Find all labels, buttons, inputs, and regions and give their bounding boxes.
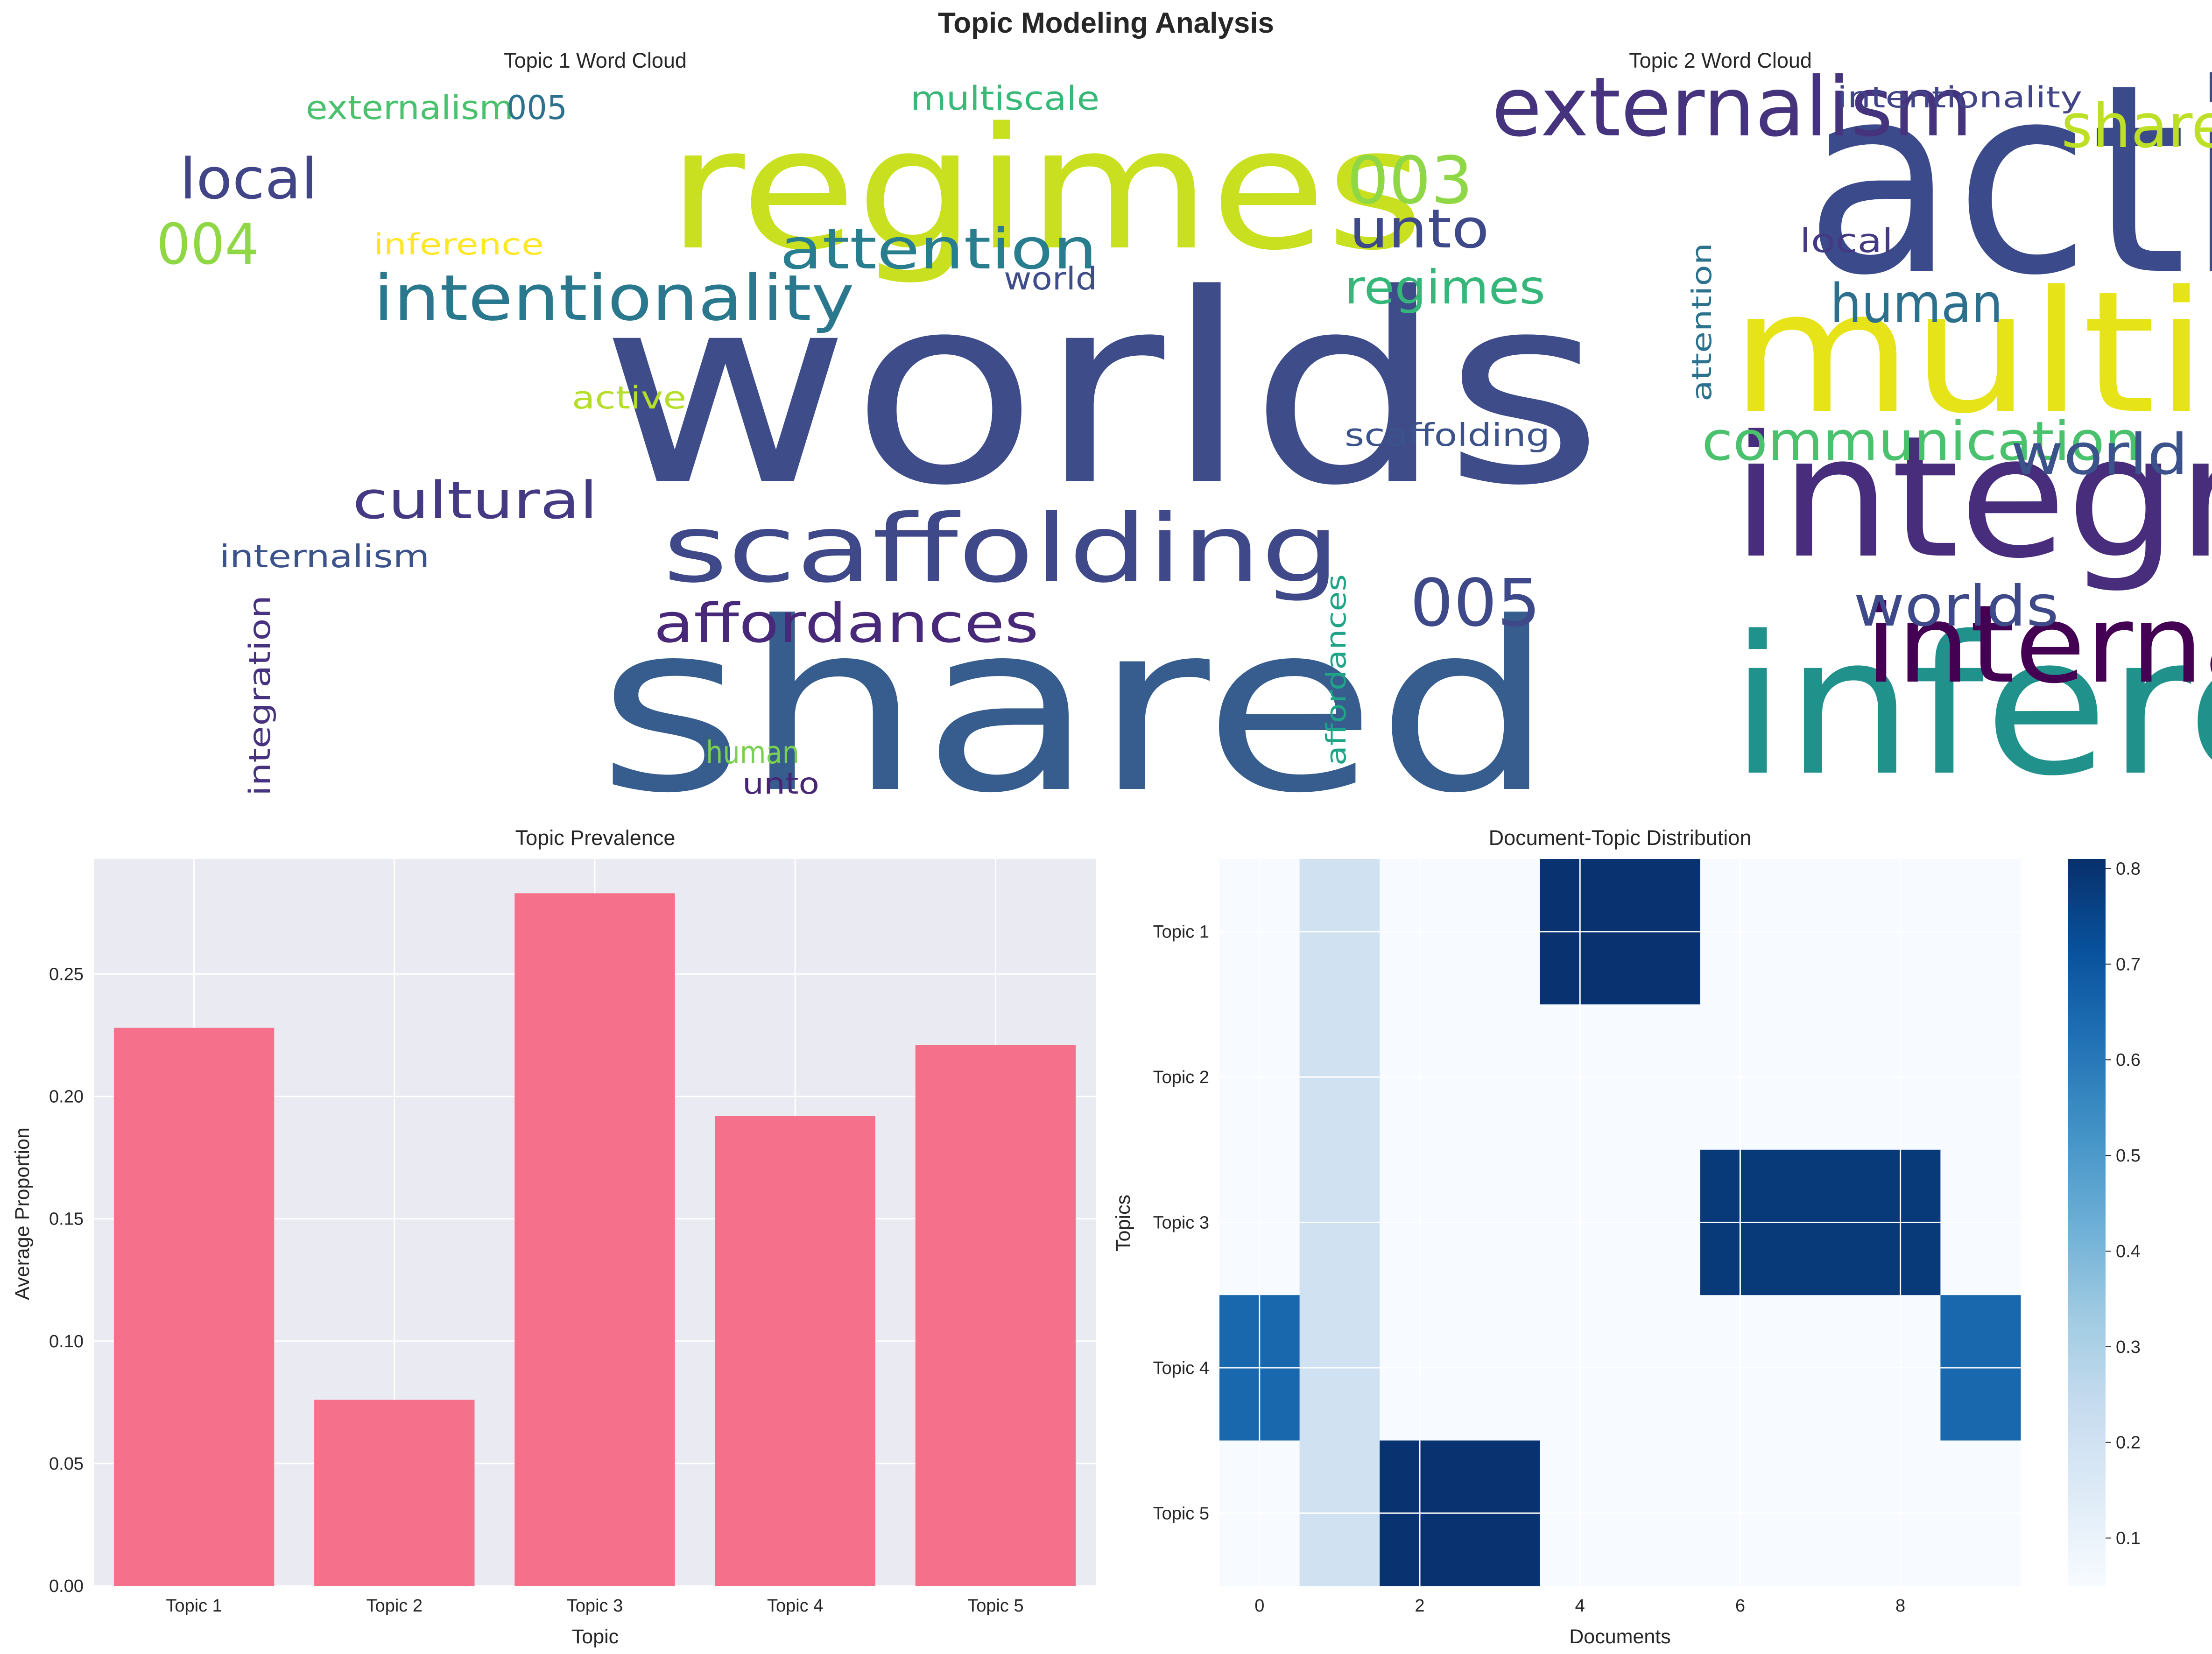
cloud-word-human: human [1830, 273, 2003, 335]
figure-title: Topic Modeling Analysis [938, 7, 1274, 39]
cloud-word-integration: integration [243, 595, 277, 796]
colorbar-tick-label: 0.2 [2116, 1433, 2141, 1453]
cloud-word-world: world [1004, 260, 1097, 297]
wordcloud-topic-1: Topic 1 Word Cloud worlds shared regimes sc… [156, 49, 1604, 844]
wordcloud-topic-2: Topic 2 Word Cloud activemultiscaleinteg… [1320, 28, 2212, 818]
cloud-word-active: active [1804, 28, 2212, 333]
heatmap-ytick-label: Topic 4 [1153, 1358, 1209, 1378]
bar-xtick-label: Topic 4 [767, 1596, 823, 1616]
heatmap-xtick-label: 6 [1735, 1596, 1745, 1616]
cloud-word-local: local [180, 147, 317, 212]
bar-topic-2 [314, 1400, 475, 1586]
cloud-word-scaffolding: scaffolding [1345, 417, 1550, 453]
cloud-word-cultural: cultural [352, 471, 598, 530]
bar-xtick-label: Topic 2 [366, 1596, 423, 1616]
cloud-word-shared: shared [598, 572, 1555, 844]
heatmap-document-topic: Document-Topic Distribution Topic 1 Topic… [1112, 826, 2141, 1648]
cloud-word-shared: shared [2061, 91, 2212, 162]
colorbar [2068, 859, 2106, 1586]
cloud-word-affordances: affordances [1320, 574, 1352, 766]
wordcloud-1-title: Topic 1 Word Cloud [504, 49, 687, 72]
cloud-word-affordances: affordances [654, 592, 1039, 655]
bar-xtick-label: Topic 1 [166, 1596, 222, 1616]
cloud-word-attention: attention [1686, 243, 1718, 401]
cloud-word-integration: integration [1732, 400, 2212, 595]
cloud-word-multiscale: multiscale [910, 79, 1099, 118]
cloud-word-attention: attention [780, 217, 1097, 282]
bar-ytick-label: 0.05 [49, 1454, 84, 1474]
heatmap-ytick-label: Topic 2 [1153, 1068, 1209, 1087]
cloud-word-internalism: internalism [1865, 583, 2212, 707]
bar-ytick-label: 0.10 [49, 1332, 84, 1351]
bar-topic-3 [514, 893, 675, 1586]
bar-chart-title: Topic Prevalence [515, 826, 676, 850]
cloud-word-inference: inference [373, 227, 544, 261]
heatmap-title: Document-Topic Distribution [1489, 826, 1752, 850]
cloud-word-local: local [1800, 222, 1893, 260]
cloud-word-worlds: worlds [600, 239, 1604, 543]
cloud-word-worlds: worlds [1853, 574, 2059, 639]
cloud-word-unto: unto [1349, 198, 1489, 260]
colorbar-tick-label: 0.8 [2116, 859, 2141, 879]
heatmap-ylabel: Topics [1112, 1195, 1134, 1252]
cloud-word-regimes: regimes [668, 91, 1424, 287]
cloud-word-externalism: externalism [306, 89, 514, 127]
cloud-word-multiscale: multiscale [1731, 255, 2212, 450]
heatmap-xlabel: Documents [1569, 1626, 1670, 1648]
colorbar-tick-label: 0.5 [2116, 1146, 2141, 1166]
bar-ytick-label: 0.15 [49, 1210, 84, 1229]
heatmap-xtick-label: 2 [1415, 1596, 1424, 1616]
colorbar-tick-label: 0.1 [2116, 1529, 2141, 1548]
bar-xtick-label: Topic 3 [567, 1596, 623, 1616]
cloud-word-005: 005 [1410, 565, 1541, 641]
cloud-word-scaffolding: scaffolding [663, 495, 1340, 604]
bar-ytick-label: 0.00 [49, 1577, 84, 1596]
cloud-word-intentionality: intentionality [373, 261, 854, 335]
bar-xtick-label: Topic 5 [967, 1596, 1023, 1616]
cloud-word-internalism: internalism [219, 538, 430, 575]
bar-chart-ylabel: Average Proportion [11, 1127, 34, 1300]
heatmap-ytick-label: Topic 3 [1153, 1213, 1209, 1233]
bar-topic-1 [113, 1028, 275, 1586]
wordcloud-2-title: Topic 2 Word Cloud [1629, 49, 1812, 72]
cloud-word-communication: communication [1702, 410, 2141, 473]
heatmap-xtick-label: 0 [1254, 1596, 1264, 1616]
cloud-word-intentionality: intentionality [1837, 80, 2082, 114]
colorbar-tick-label: 0.7 [2116, 955, 2141, 974]
cloud-word-regimes: regimes [1345, 260, 1545, 315]
heatmap-xtick-label: 4 [1575, 1596, 1585, 1616]
cloud-word-004: 004 [156, 212, 259, 277]
cloud-word-world: world [2011, 422, 2188, 487]
cloud-word-active: active [572, 380, 686, 416]
bar-chart-xlabel: Topic [572, 1626, 619, 1648]
bar-ytick-label: 0.20 [49, 1087, 84, 1107]
cloud-word-inference: inference [1730, 595, 2212, 818]
bar-chart-topic-prevalence: Topic Prevalence 0.00 0.05 0.10 0.15 0.20 0.2… [11, 826, 1096, 1648]
heatmap-ytick-label: Topic 1 [1153, 922, 1209, 942]
colorbar-tick-label: 0.4 [2116, 1242, 2141, 1261]
heatmap-ytick-label: Topic 5 [1153, 1504, 1209, 1523]
heatmap-xtick-label: 8 [1895, 1596, 1905, 1616]
cloud-word-unto: unto [742, 767, 819, 801]
cloud-word-externalism: externalism [1492, 60, 1972, 155]
cloud-word-005: 005 [507, 89, 567, 127]
bar-ytick-label: 0.25 [49, 964, 84, 984]
cloud-word-003: 003 [1347, 143, 1473, 219]
cloud-word-human: human [706, 734, 799, 771]
bar-topic-4 [715, 1116, 875, 1586]
bar-topic-5 [915, 1045, 1076, 1586]
colorbar-tick-label: 0.3 [2116, 1337, 2141, 1357]
colorbar-tick-label: 0.6 [2116, 1050, 2141, 1070]
